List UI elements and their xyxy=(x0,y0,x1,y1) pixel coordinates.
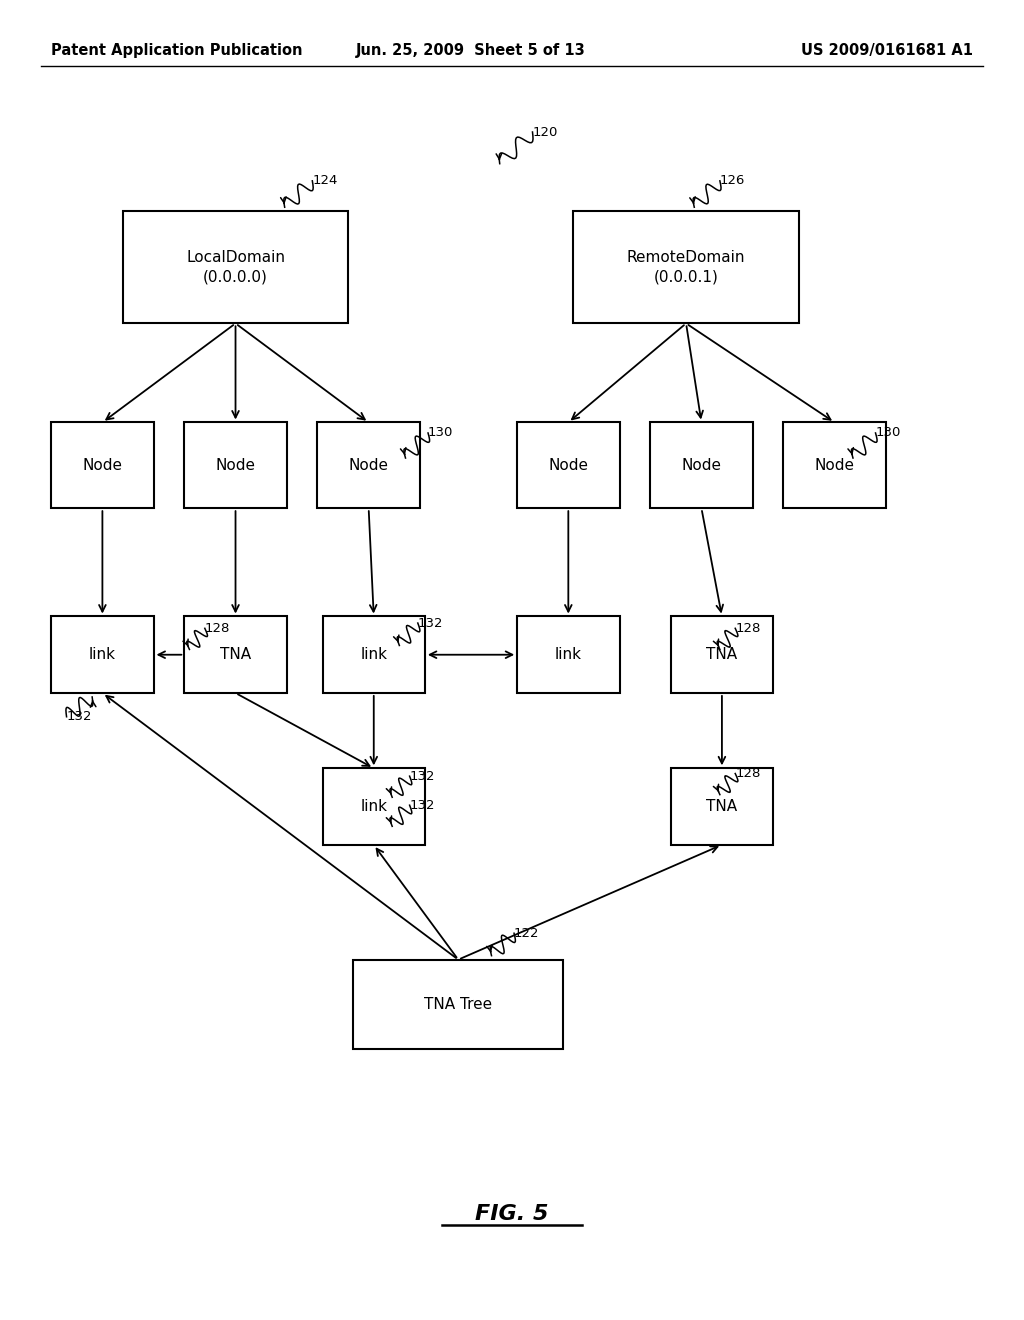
Text: RemoteDomain
(0.0.0.1): RemoteDomain (0.0.0.1) xyxy=(627,251,745,284)
Text: 124: 124 xyxy=(312,174,338,187)
Text: FIG. 5: FIG. 5 xyxy=(475,1204,549,1225)
Text: Patent Application Publication: Patent Application Publication xyxy=(51,42,303,58)
Text: Node: Node xyxy=(814,458,855,473)
FancyBboxPatch shape xyxy=(317,422,420,508)
Text: 126: 126 xyxy=(720,174,745,187)
Text: link: link xyxy=(555,647,582,663)
Text: Node: Node xyxy=(681,458,722,473)
Text: TNA: TNA xyxy=(707,799,737,814)
FancyBboxPatch shape xyxy=(184,422,287,508)
Text: 130: 130 xyxy=(876,426,901,440)
Text: 132: 132 xyxy=(67,710,92,723)
Text: link: link xyxy=(360,647,387,663)
Text: 128: 128 xyxy=(735,767,761,780)
FancyBboxPatch shape xyxy=(323,768,425,845)
FancyBboxPatch shape xyxy=(650,422,753,508)
FancyBboxPatch shape xyxy=(517,616,620,693)
FancyBboxPatch shape xyxy=(51,422,154,508)
FancyBboxPatch shape xyxy=(671,616,773,693)
Text: Node: Node xyxy=(82,458,123,473)
Text: 122: 122 xyxy=(514,927,540,940)
FancyBboxPatch shape xyxy=(123,211,348,323)
Text: Jun. 25, 2009  Sheet 5 of 13: Jun. 25, 2009 Sheet 5 of 13 xyxy=(356,42,586,58)
Text: 132: 132 xyxy=(410,799,435,812)
Text: Node: Node xyxy=(548,458,589,473)
Text: 132: 132 xyxy=(410,770,435,783)
Text: LocalDomain
(0.0.0.0): LocalDomain (0.0.0.0) xyxy=(186,251,285,284)
Text: link: link xyxy=(89,647,116,663)
Text: TNA Tree: TNA Tree xyxy=(424,997,493,1012)
Text: Node: Node xyxy=(348,458,389,473)
FancyBboxPatch shape xyxy=(353,960,563,1049)
FancyBboxPatch shape xyxy=(517,422,620,508)
FancyBboxPatch shape xyxy=(323,616,425,693)
Text: 128: 128 xyxy=(205,622,230,635)
FancyBboxPatch shape xyxy=(573,211,799,323)
Text: TNA: TNA xyxy=(220,647,251,663)
Text: 120: 120 xyxy=(532,125,558,139)
Text: TNA: TNA xyxy=(707,647,737,663)
Text: Node: Node xyxy=(215,458,256,473)
Text: 128: 128 xyxy=(735,622,761,635)
FancyBboxPatch shape xyxy=(51,616,154,693)
Text: US 2009/0161681 A1: US 2009/0161681 A1 xyxy=(801,42,973,58)
FancyBboxPatch shape xyxy=(671,768,773,845)
FancyBboxPatch shape xyxy=(783,422,886,508)
Text: link: link xyxy=(360,799,387,814)
Text: 130: 130 xyxy=(428,426,454,440)
FancyBboxPatch shape xyxy=(184,616,287,693)
Text: 132: 132 xyxy=(418,616,443,630)
